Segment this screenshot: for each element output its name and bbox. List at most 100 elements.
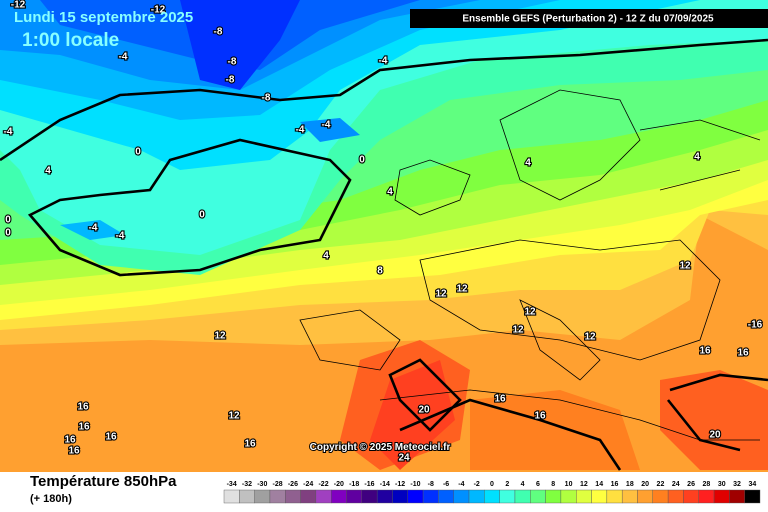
scale-label: 24 [672, 481, 680, 488]
contour-label: 0 [135, 147, 141, 158]
scale-label: -18 [349, 481, 359, 488]
contour-label: -12 [11, 0, 26, 11]
contour-label: -4 [379, 56, 388, 67]
scale-swatch [713, 489, 730, 504]
coastline [394, 159, 471, 216]
contour-label: 16 [78, 422, 90, 433]
local-time: 1:00 locale [22, 30, 119, 51]
contour-label: -4 [322, 120, 331, 131]
scale-swatch [667, 489, 684, 504]
coastline [519, 299, 601, 381]
coastline [379, 389, 760, 441]
color-scale: -34 -32 -30 -28 -26 -24 -22 -20 -18 -16 -14 -12 -10-… [223, 481, 761, 504]
contour-label: 12 [584, 332, 596, 343]
contour-label: -4 [296, 125, 305, 136]
scale-swatch [621, 489, 638, 504]
scale-swatch [438, 489, 454, 504]
scale-label: 30 [718, 481, 726, 488]
scale-swatch [514, 489, 531, 504]
temp-band [370, 360, 455, 470]
scale-swatch [652, 489, 669, 504]
scale-label: 20 [641, 481, 649, 488]
scale-swatch [683, 489, 699, 504]
contour-label: 8 [377, 266, 383, 277]
scale-label: -26 [288, 481, 298, 488]
contour-label: -4 [89, 223, 98, 234]
scale-swatch [637, 489, 654, 504]
coastline [499, 89, 641, 201]
scale-swatch [729, 489, 745, 504]
contour-label: -8 [228, 57, 237, 68]
contour-label: 24 [398, 453, 410, 464]
isotherms [0, 38, 768, 471]
temp-band [60, 220, 125, 240]
contour-label: 4 [694, 152, 700, 163]
scale-label: -34 [227, 481, 237, 488]
scale-label: 12 [580, 481, 588, 488]
contour-label: 20 [418, 405, 430, 416]
isotherm [399, 398, 622, 471]
scale-swatch [285, 489, 301, 504]
scale-swatch [269, 489, 286, 504]
scale-swatch [530, 489, 546, 504]
contour-label: -8 [214, 27, 223, 38]
scale-label: -24 [303, 481, 313, 488]
contour-label: 16 [68, 446, 80, 457]
contour-label: 12 [214, 331, 226, 342]
scale-swatch [560, 489, 577, 504]
contour-label: 4 [45, 166, 51, 177]
scale-label: 14 [595, 481, 603, 488]
header-bar [410, 9, 768, 28]
scale-label: -6 [443, 481, 449, 488]
contour-label: 16 [77, 402, 89, 413]
contour-label: 12 [524, 307, 536, 318]
scale-label: 26 [687, 481, 695, 488]
contour-labels: -12 -12 -8 -8 -8 -8 -4 -4 -4 -4 -4 0 0 4 4 4 4 0 0 -4 -4 0 4 8 1… [2, 0, 763, 465]
isotherm [0, 38, 768, 162]
scale-label: 32 [733, 481, 741, 488]
contour-label: -8 [226, 75, 235, 86]
scale-label: -14 [380, 481, 390, 488]
contour-label: -12 [151, 5, 166, 16]
isotherm [27, 138, 352, 277]
contour-label: 16 [699, 346, 711, 357]
scale-label: -20 [334, 481, 344, 488]
contour-label: 16 [244, 439, 256, 450]
scale-label: -4 [458, 481, 464, 488]
contour-label: 20 [709, 430, 721, 441]
scale-label: -2 [474, 481, 480, 488]
contour-label: 12 [512, 325, 524, 336]
scale-swatch [468, 489, 485, 504]
scale-label: -10 [410, 481, 420, 488]
scale-label: 0 [490, 481, 494, 488]
scale-label: 6 [536, 481, 540, 488]
scale-swatch [346, 489, 363, 504]
contour-label: 12 [679, 261, 691, 272]
scale-swatch [376, 489, 393, 504]
scale-label: -22 [318, 481, 328, 488]
scale-label: 28 [703, 481, 711, 488]
isotherm [388, 358, 462, 432]
scale-label: 10 [565, 481, 573, 488]
contour-label: 16 [494, 394, 506, 405]
contour-label: -4 [4, 127, 13, 138]
temperature-map [0, 0, 768, 472]
scale-label: 34 [748, 481, 756, 488]
scale-swatch [422, 489, 439, 504]
scale-label: -32 [242, 481, 252, 488]
contour-label: 0 [199, 210, 205, 221]
border-line [639, 119, 761, 191]
scale-label: -16 [364, 481, 374, 488]
contour-label: 16 [105, 432, 117, 443]
scale-swatch [331, 489, 347, 504]
scale-swatch [484, 489, 500, 504]
temp-band [660, 370, 768, 470]
contour-label: 4 [387, 187, 393, 198]
scale-swatch [239, 489, 255, 504]
contour-label: 12 [435, 289, 447, 300]
scale-label: 18 [626, 481, 634, 488]
isotherm [666, 373, 768, 452]
scale-swatch [392, 489, 408, 504]
contour-label: 12 [456, 284, 468, 295]
